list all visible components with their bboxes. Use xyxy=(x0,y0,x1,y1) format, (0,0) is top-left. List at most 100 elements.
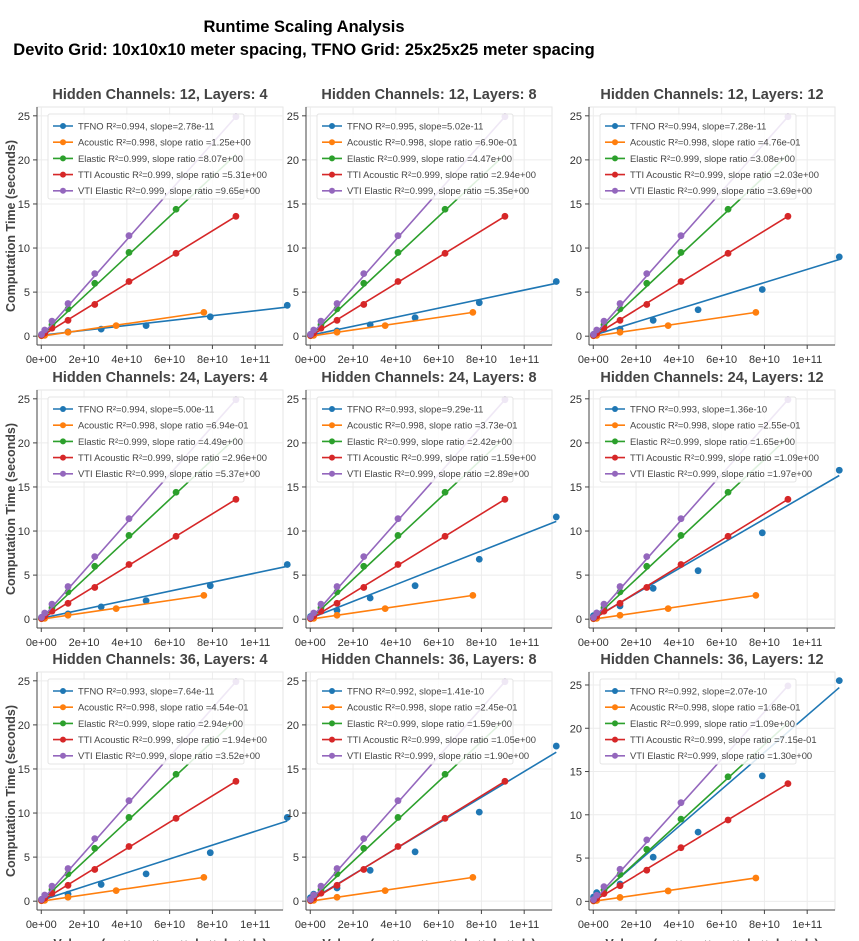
legend-label-tfno: TFNO R²=0.992, slope=1.41e-10 xyxy=(347,685,484,696)
legend-marker-tfno xyxy=(60,406,66,412)
data-point-vti-elastic xyxy=(125,232,133,240)
legend-label-vti-elastic: VTI Elastic R²=0.999, slope ratio =5.37e… xyxy=(78,468,260,479)
legend-label-acoustic: Acoustic R²=0.998, slope ratio =2.45e-01 xyxy=(347,702,517,713)
data-point-tfno xyxy=(475,808,483,816)
x-tick-label: 8e+10 xyxy=(749,354,780,366)
legend-marker-elastic xyxy=(329,438,335,445)
legend-marker-elastic xyxy=(329,720,335,727)
legend: TFNO R²=0.992, slope=2.07e-10 Acoustic R²… xyxy=(599,678,817,765)
legend-label-tfno: TFNO R²=0.993, slope=1.36e-10 xyxy=(630,403,767,414)
y-tick-label: 0 xyxy=(293,331,299,343)
data-point-vti-elastic xyxy=(677,232,685,240)
data-point-elastic xyxy=(172,770,180,778)
y-tick-label: 25 xyxy=(570,111,582,123)
legend-marker-acoustic xyxy=(612,139,618,146)
legend-marker-tti-acoustic xyxy=(329,171,335,178)
data-point-tfno xyxy=(475,555,483,563)
x-tick-label: 4e+10 xyxy=(111,637,142,649)
y-tick-label: 0 xyxy=(576,896,582,908)
data-point-tti-acoustic xyxy=(333,881,341,889)
legend-marker-elastic xyxy=(612,438,618,445)
series-tti-acoustic xyxy=(307,212,509,339)
y-tick-label: 5 xyxy=(24,852,30,864)
data-point-tti-acoustic xyxy=(724,532,732,540)
x-tick-label: 6e+10 xyxy=(423,354,454,366)
legend-marker-acoustic xyxy=(60,704,66,711)
legend-marker-vti-elastic xyxy=(329,187,335,194)
data-point-vti-elastic xyxy=(394,797,402,805)
data-point-elastic xyxy=(125,814,133,821)
subplot-9: Hidden Channels: 36, Layers: 12 0e+00 2e+1… xyxy=(570,652,843,941)
data-point-acoustic xyxy=(752,591,760,599)
data-point-vti-elastic xyxy=(64,865,72,872)
series-tti-acoustic xyxy=(590,780,792,904)
data-point-vti-elastic xyxy=(593,326,601,334)
subplot-6: Hidden Channels: 24, Layers: 12 0e+00 2e+1… xyxy=(570,370,843,649)
subplot-title: Hidden Channels: 12, Layers: 8 xyxy=(321,87,536,103)
fit-line-tfno xyxy=(310,282,557,337)
data-point-tfno xyxy=(142,597,150,605)
data-point-vti-elastic xyxy=(600,317,608,325)
data-point-acoustic xyxy=(469,591,477,599)
x-tick-label: 1e+11 xyxy=(792,637,822,649)
x-tick-label: 0e+00 xyxy=(578,637,609,649)
fit-line-tfno xyxy=(309,520,557,620)
series-tti-acoustic xyxy=(38,777,240,904)
legend-marker-acoustic xyxy=(329,704,335,711)
legend: TFNO R²=0.995, slope=5.02e-11 Acoustic R²… xyxy=(316,113,536,200)
data-point-tti-acoustic xyxy=(125,561,133,568)
y-tick-label: 15 xyxy=(570,482,582,494)
data-point-elastic xyxy=(125,249,133,256)
y-tick-label: 20 xyxy=(570,155,582,167)
y-axis-title: Computation Time (seconds) xyxy=(4,423,18,595)
data-point-elastic xyxy=(643,562,651,570)
legend-label-acoustic: Acoustic R²=0.998, slope ratio =4.54e-01 xyxy=(78,702,248,713)
x-tick-label: 8e+10 xyxy=(197,637,228,649)
legend-marker-acoustic xyxy=(329,422,335,429)
y-tick-label: 25 xyxy=(18,676,30,688)
x-tick-label: 8e+10 xyxy=(466,354,497,366)
legend-label-tti-acoustic: TTI Acoustic R²=0.999, slope ratio =7.15… xyxy=(630,734,817,745)
legend-label-tti-acoustic: TTI Acoustic R²=0.999, slope ratio =5.31… xyxy=(78,169,267,180)
data-point-tfno xyxy=(835,253,843,261)
legend-label-tti-acoustic: TTI Acoustic R²=0.999, slope ratio =2.94… xyxy=(347,169,536,180)
x-tick-label: 8e+10 xyxy=(197,354,228,366)
legend-label-vti-elastic: VTI Elastic R²=0.999, slope ratio =1.90e… xyxy=(347,750,529,761)
subplot-3: Hidden Channels: 12, Layers: 12 0e+00 2e+1… xyxy=(570,87,843,366)
data-point-tfno xyxy=(97,881,105,888)
y-tick-label: 15 xyxy=(570,767,582,779)
data-point-acoustic xyxy=(664,605,672,613)
legend-marker-tfno xyxy=(60,123,66,129)
data-point-vti-elastic xyxy=(600,600,608,608)
data-point-tfno xyxy=(649,584,657,592)
data-point-tti-acoustic xyxy=(441,249,449,257)
data-point-elastic xyxy=(172,205,180,213)
y-axis-title: Computation Time (seconds) xyxy=(4,140,18,312)
data-point-elastic xyxy=(643,846,651,853)
data-point-tti-acoustic xyxy=(616,599,624,607)
data-point-acoustic xyxy=(381,605,389,613)
data-point-tfno xyxy=(758,286,766,293)
y-tick-label: 10 xyxy=(287,526,299,538)
legend-box xyxy=(316,113,514,200)
y-tick-label: 0 xyxy=(293,614,299,626)
subplot-7: Hidden Channels: 36, Layers: 4 0e+00 2e+10… xyxy=(4,652,291,941)
y-tick-label: 20 xyxy=(287,438,299,450)
x-tick-label: 2e+10 xyxy=(621,354,652,366)
subplot-title: Hidden Channels: 36, Layers: 8 xyxy=(321,652,536,668)
x-tick-label: 8e+10 xyxy=(749,637,780,649)
y-tick-label: 25 xyxy=(570,394,582,406)
legend-label-tti-acoustic: TTI Acoustic R²=0.999, slope ratio =1.94… xyxy=(78,734,267,745)
data-point-vti-elastic xyxy=(41,891,49,899)
data-point-tti-acoustic xyxy=(64,881,72,889)
data-point-vti-elastic xyxy=(48,317,56,325)
subplot-8: Hidden Channels: 36, Layers: 8 0e+00 2e+10… xyxy=(287,652,560,941)
x-axis-title: Volume (nx × ny × nz × dx × dy × dz) xyxy=(322,937,535,941)
data-point-vti-elastic xyxy=(125,515,133,523)
x-tick-label: 2e+10 xyxy=(69,354,100,366)
y-tick-label: 25 xyxy=(18,394,30,406)
y-tick-label: 0 xyxy=(576,614,582,626)
data-point-tfno xyxy=(97,603,105,611)
subplot-5: Hidden Channels: 24, Layers: 8 0e+00 2e+10… xyxy=(287,370,560,649)
legend-label-tti-acoustic: TTI Acoustic R²=0.999, slope ratio =1.59… xyxy=(347,452,536,463)
